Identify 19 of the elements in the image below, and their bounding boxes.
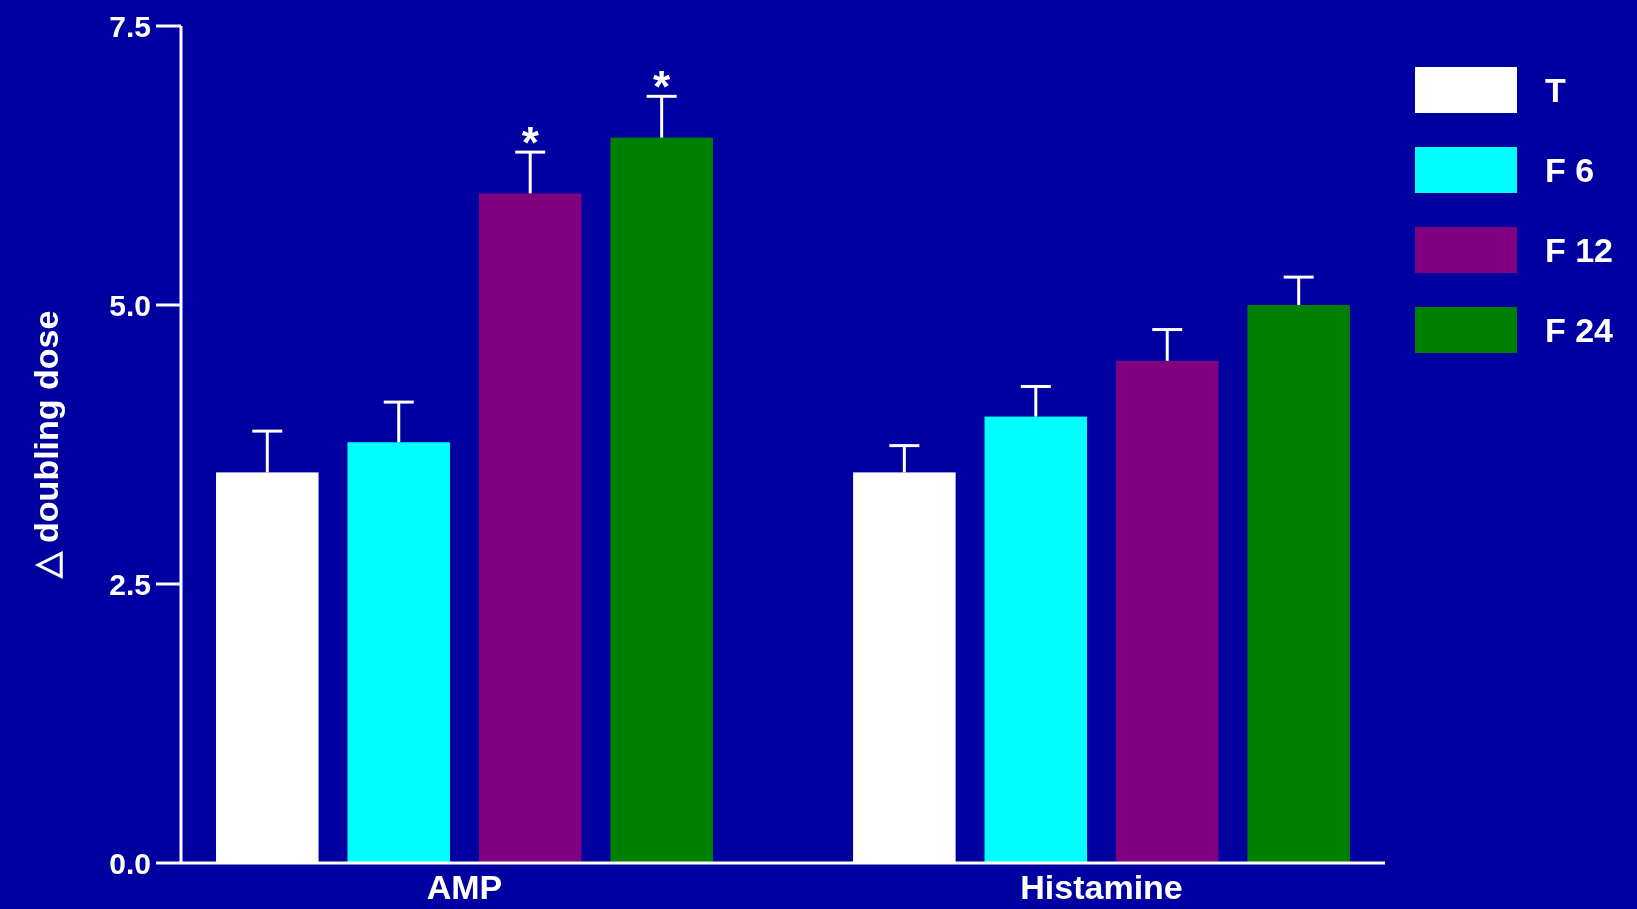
legend-label: T	[1545, 70, 1566, 109]
bar	[478, 193, 582, 863]
annotation: *	[653, 62, 672, 112]
bar	[1247, 305, 1350, 863]
y-tick-label: 0.0	[109, 846, 151, 880]
legend-label: F 12	[1545, 230, 1614, 269]
bar	[984, 416, 1088, 863]
annotation: *	[521, 118, 540, 168]
y-tick-label: 7.5	[109, 9, 151, 43]
legend-label: F 6	[1545, 150, 1595, 189]
bar	[1115, 360, 1219, 863]
legend-label: F 24	[1545, 310, 1614, 349]
y-axis-title: △ doubling dose	[27, 310, 65, 580]
y-tick-label: 5.0	[109, 288, 151, 322]
x-tick-label: AMP	[426, 868, 503, 906]
bar	[610, 137, 713, 863]
y-tick-label: 2.5	[109, 567, 151, 601]
x-tick-label: Histamine	[1020, 868, 1183, 906]
bar	[347, 442, 451, 863]
